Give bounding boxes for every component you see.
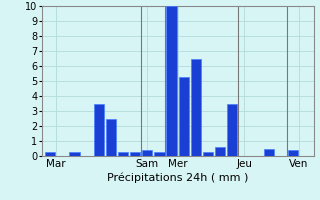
Bar [118,152,128,156]
Bar [179,76,189,156]
Bar [191,58,201,156]
Bar [215,147,225,156]
Bar [106,118,116,156]
Bar [203,152,213,156]
Bar [45,152,55,156]
Bar [227,104,237,156]
Bar [142,150,152,156]
Bar [288,150,298,156]
Bar [263,148,274,156]
Bar [154,152,164,156]
Bar [93,104,104,156]
Bar [166,6,177,156]
Bar [69,152,80,156]
Bar [130,152,140,156]
X-axis label: Précipitations 24h ( mm ): Précipitations 24h ( mm ) [107,173,248,183]
